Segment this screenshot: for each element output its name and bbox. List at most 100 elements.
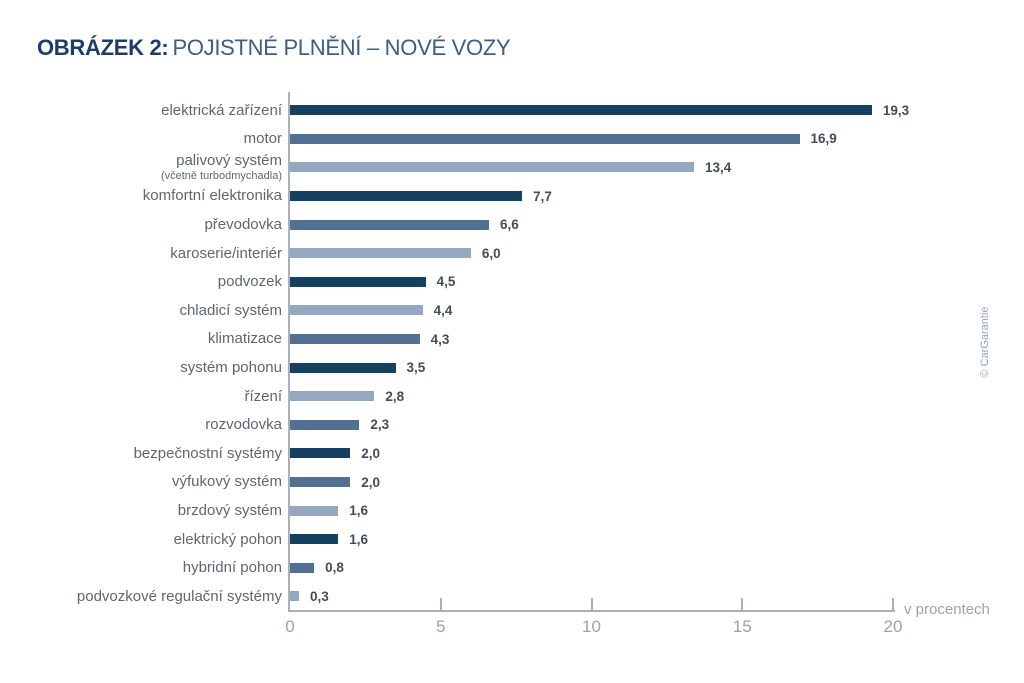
bar-value: 6,0 bbox=[481, 245, 501, 261]
bar bbox=[290, 191, 523, 202]
category-sublabel: (včetně turbodmychadla) bbox=[160, 169, 282, 182]
bar-value: 1,6 bbox=[349, 531, 369, 547]
chart-row: podvozkové regulační systémy 0,3 bbox=[30, 582, 990, 611]
category-label: podvozek bbox=[217, 273, 282, 291]
bar-zone: 4,3 bbox=[290, 332, 449, 347]
copyright-credit: © CarGarantie bbox=[979, 306, 991, 378]
bar bbox=[290, 305, 423, 316]
category-label: převodovka bbox=[204, 216, 282, 234]
axis-unit-label: v procentech bbox=[904, 601, 990, 618]
chart-row: karoserie/interiér 6,0 bbox=[30, 239, 990, 268]
chart-row: chladicí systém 4,4 bbox=[30, 296, 990, 325]
bar bbox=[290, 505, 339, 516]
bar-zone: 6,6 bbox=[290, 217, 519, 232]
chart-row: hybridní pohon 0,8 bbox=[30, 554, 990, 583]
bar bbox=[290, 362, 396, 373]
axis-tick-label: 20 bbox=[883, 617, 903, 636]
bar-value: 4,3 bbox=[430, 331, 450, 347]
category-label: komfortní elektronika bbox=[142, 187, 282, 205]
bar-zone: 2,8 bbox=[290, 389, 404, 404]
bar-zone: 2,0 bbox=[290, 446, 380, 461]
bar-value: 13,4 bbox=[705, 159, 732, 175]
page-title: OBRÁZEK 2: POJISTNÉ PLNĚNÍ – NOVÉ VOZY bbox=[37, 35, 511, 61]
bar bbox=[290, 591, 300, 602]
bar-value: 2,8 bbox=[385, 388, 405, 404]
bar bbox=[290, 391, 375, 402]
axis-tick-label: 10 bbox=[582, 617, 601, 636]
bar-zone: 13,4 bbox=[290, 160, 731, 175]
x-axis-line bbox=[288, 610, 895, 612]
category-label: hybridní pohon bbox=[182, 559, 282, 577]
y-axis-line bbox=[288, 92, 290, 611]
bar bbox=[290, 448, 351, 459]
chart-row: převodovka 6,6 bbox=[30, 210, 990, 239]
bar-value: 4,5 bbox=[436, 274, 456, 290]
category-label: karoserie/interiér bbox=[170, 244, 282, 262]
bar-value: 16,9 bbox=[810, 131, 837, 147]
bar bbox=[290, 477, 351, 488]
bar bbox=[290, 419, 360, 430]
bar bbox=[290, 534, 339, 545]
figure-number: OBRÁZEK 2: bbox=[37, 35, 169, 60]
bar bbox=[290, 162, 694, 173]
axis-tick-label: 0 bbox=[285, 617, 295, 636]
category-label: brzdový systém bbox=[177, 501, 282, 519]
bar-zone: 4,4 bbox=[290, 303, 452, 318]
chart-row: elektrická zařízení 19,3 bbox=[30, 96, 990, 125]
bar-zone: 1,6 bbox=[290, 532, 368, 547]
chart-rows: elektrická zařízení 19,3 motor 16,9 palivový… bbox=[30, 96, 990, 611]
bar-zone: 0,8 bbox=[290, 560, 344, 575]
bar bbox=[290, 248, 471, 259]
bar-zone: 6,0 bbox=[290, 246, 501, 261]
bar-zone: 0,3 bbox=[290, 589, 329, 604]
category-label: rozvodovka bbox=[205, 416, 282, 434]
chart-row: palivový systém (včetně turbodmychadla) 13… bbox=[30, 153, 990, 182]
bar-zone: 2,3 bbox=[290, 417, 389, 432]
bar-value: 2,0 bbox=[361, 474, 381, 490]
category-label: palivový systém (včetně turbodmychadla) bbox=[30, 153, 282, 182]
axis-tick bbox=[439, 598, 442, 610]
chart-row: rozvodovka 2,3 bbox=[30, 411, 990, 440]
bar bbox=[290, 105, 872, 116]
bar-value: 0,3 bbox=[310, 588, 329, 604]
axis-tick bbox=[590, 598, 593, 610]
chart-row: klimatizace 4,3 bbox=[30, 325, 990, 354]
axis-tick bbox=[741, 598, 744, 610]
bar-value: 7,7 bbox=[533, 188, 552, 204]
bar bbox=[290, 562, 315, 573]
bar-value: 4,4 bbox=[433, 302, 453, 318]
bar-zone: 4,5 bbox=[290, 274, 455, 289]
category-label: motor bbox=[243, 130, 282, 148]
category-label: řízení bbox=[244, 387, 282, 405]
bar-value: 19,3 bbox=[882, 102, 910, 118]
axis-tick bbox=[892, 598, 894, 610]
category-label: chladicí systém bbox=[179, 301, 282, 319]
bar bbox=[290, 276, 426, 287]
category-label: klimatizace bbox=[207, 330, 282, 348]
chart-row: bezpečnostní systémy 2,0 bbox=[30, 439, 990, 468]
bar-zone: 19,3 bbox=[290, 103, 909, 118]
bar-value: 0,8 bbox=[325, 560, 344, 576]
bar-zone: 3,5 bbox=[290, 360, 425, 375]
bar-zone: 2,0 bbox=[290, 475, 380, 490]
bar-value: 1,6 bbox=[349, 503, 369, 519]
bar bbox=[290, 133, 800, 144]
bar bbox=[290, 219, 489, 230]
chart-row: řízení 2,8 bbox=[30, 382, 990, 411]
bar-value: 2,3 bbox=[370, 417, 390, 433]
bar-value: 6,6 bbox=[499, 217, 519, 233]
chart-row: podvozek 4,5 bbox=[30, 268, 990, 297]
category-label: výfukový systém bbox=[171, 473, 282, 491]
category-label: bezpečnostní systémy bbox=[133, 444, 282, 462]
category-label: podvozkové regulační systémy bbox=[76, 587, 282, 605]
axis-tick-label: 15 bbox=[732, 617, 752, 636]
axis-tick-label: 5 bbox=[436, 617, 446, 636]
chart-row: systém pohonu 3,5 bbox=[30, 353, 990, 382]
chart-row: komfortní elektronika 7,7 bbox=[30, 182, 990, 211]
bar-zone: 1,6 bbox=[290, 503, 368, 518]
bar-zone: 7,7 bbox=[290, 189, 552, 204]
bar-value: 3,5 bbox=[406, 360, 426, 376]
chart-row: motor 16,9 bbox=[30, 125, 990, 154]
bar bbox=[290, 334, 420, 345]
